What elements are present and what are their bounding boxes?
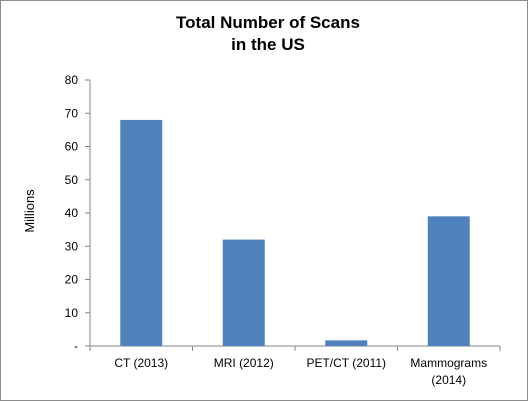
y-tick-label: 70	[65, 106, 79, 120]
y-tick-label: 80	[65, 73, 79, 87]
y-tick-label: 20	[65, 273, 79, 287]
chart-title-line-1: Total Number of Scans	[176, 13, 360, 32]
y-tick-label: 10	[65, 306, 79, 320]
x-category-label: CT (2013)	[114, 356, 168, 370]
x-category-label: PET/CT (2011)	[306, 356, 386, 370]
y-tick-label: 30	[65, 239, 79, 253]
x-category-label: MRI (2012)	[214, 356, 274, 370]
y-tick-label: 40	[65, 206, 79, 220]
y-tick-label: 50	[65, 173, 79, 187]
bar	[325, 340, 368, 346]
bar	[222, 239, 265, 346]
y-axis-label: Millions	[22, 189, 37, 233]
y-tick-label: 60	[65, 140, 79, 154]
y-tick-label: -	[74, 339, 78, 353]
bar	[427, 216, 470, 346]
chart-title-line-2: in the US	[231, 35, 305, 54]
plot-area: - 10 20 30 40 50 60 70 80 CT (2013) MRI (2012) PET/…	[65, 73, 501, 387]
x-category-label: Mammograms	[410, 356, 487, 370]
bar	[120, 119, 163, 347]
x-category-label: (2014)	[431, 373, 466, 387]
